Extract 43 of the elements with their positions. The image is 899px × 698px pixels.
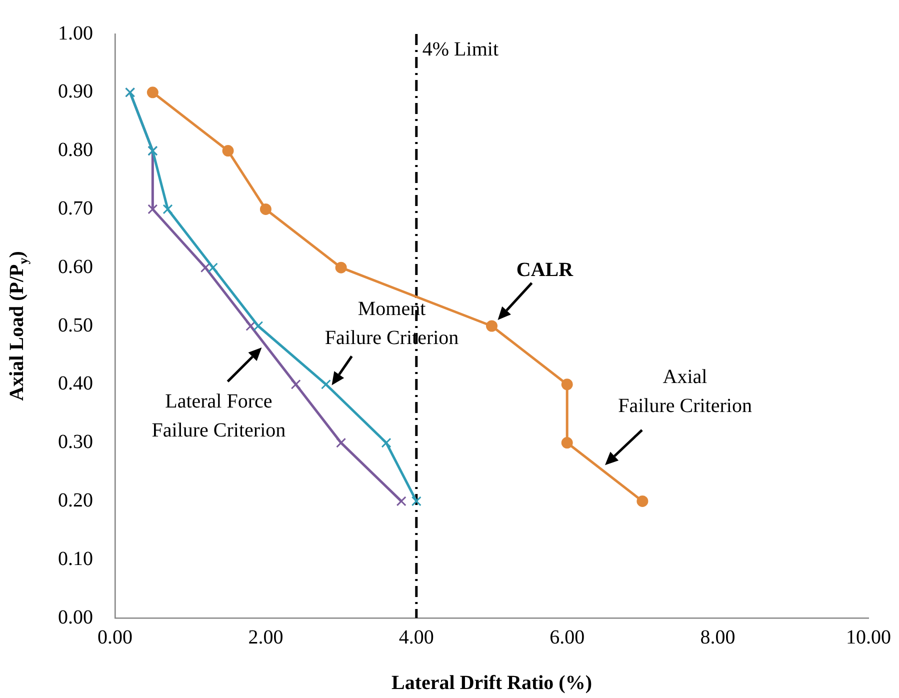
point	[208, 262, 218, 273]
annotation: Axial Failure Criterion	[618, 366, 752, 417]
point	[381, 438, 392, 448]
x-tick-label: 4.00	[398, 626, 434, 648]
point	[200, 262, 210, 273]
y-tick-label: 0.70	[58, 197, 93, 220]
point	[561, 378, 573, 390]
y-tick-label: 0.10	[58, 548, 93, 570]
x-tick-label: 2.00	[248, 626, 284, 648]
point	[336, 438, 346, 448]
point	[636, 495, 648, 507]
y-axis-title: Axial Load (P/Py)	[6, 251, 30, 401]
point	[486, 320, 498, 332]
point	[396, 496, 406, 506]
point	[260, 203, 272, 215]
point	[335, 262, 347, 274]
y-tick-label: 0.40	[58, 372, 93, 395]
annotation: Lateral Force Failure Criterion	[152, 390, 286, 442]
point	[222, 145, 234, 157]
ref-line-label: 4% Limit	[422, 38, 499, 60]
x-tick-label: 8.00	[700, 626, 736, 648]
point	[146, 86, 158, 98]
y-tick-label: 0.30	[58, 431, 93, 454]
x-axis-title: Lateral Drift Ratio (%)	[392, 672, 592, 694]
point	[561, 437, 573, 449]
y-tick-label: 0.60	[58, 256, 93, 278]
point	[253, 321, 264, 331]
x-tick-label: 0.00	[98, 626, 132, 648]
y-tick-label: 0.50	[58, 314, 93, 336]
annotation: CALR	[516, 259, 574, 282]
y-tick-label: 0.90	[58, 80, 93, 103]
point	[411, 496, 422, 506]
point	[148, 204, 158, 214]
x-tick-label: 6.00	[550, 626, 585, 648]
point	[162, 204, 173, 214]
y-tick-label: 0.80	[58, 139, 93, 162]
y-tick-label: 0.00	[58, 606, 93, 628]
point	[246, 321, 256, 331]
point	[320, 379, 331, 390]
y-tick-label: 0.20	[58, 489, 93, 512]
x-tick-label: 10.00	[846, 626, 891, 648]
point	[290, 379, 301, 390]
y-tick-label: 1.00	[58, 22, 93, 44]
